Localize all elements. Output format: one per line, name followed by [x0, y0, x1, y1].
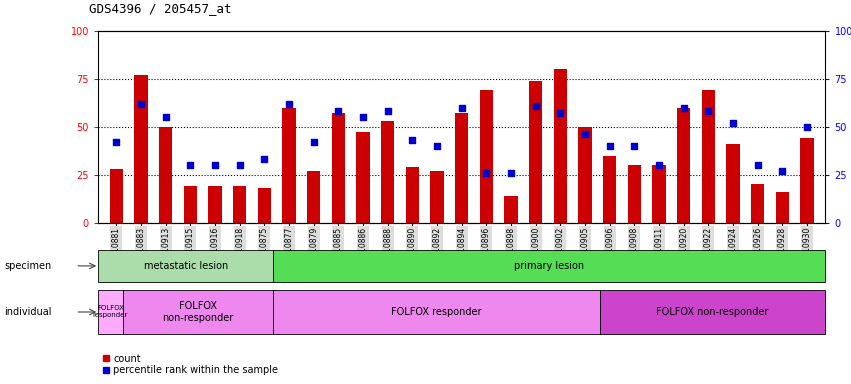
Bar [431, 171, 443, 223]
Text: individual: individual [4, 307, 52, 317]
Text: FOLFOX
responder: FOLFOX responder [93, 306, 128, 318]
Bar [406, 167, 420, 223]
Point [431, 143, 444, 149]
Point [751, 162, 764, 168]
Bar [528, 81, 542, 223]
Point [159, 114, 173, 120]
Bar [332, 113, 346, 223]
Text: metastatic lesion: metastatic lesion [144, 261, 228, 271]
Point [357, 114, 370, 120]
Bar [357, 132, 370, 223]
Point [701, 108, 715, 114]
Point [332, 108, 346, 114]
Bar [775, 192, 789, 223]
Text: primary lesion: primary lesion [514, 261, 585, 271]
Bar [603, 156, 616, 223]
Point [479, 170, 493, 176]
Point [454, 104, 468, 111]
Bar [751, 184, 764, 223]
Text: FOLFOX responder: FOLFOX responder [391, 307, 482, 317]
Point [652, 162, 665, 168]
Bar [258, 188, 271, 223]
Bar [504, 196, 517, 223]
Bar [701, 90, 715, 223]
Point [627, 143, 641, 149]
Point [184, 162, 197, 168]
Point [134, 101, 148, 107]
Point [208, 162, 222, 168]
Point [553, 110, 567, 116]
Point [381, 108, 395, 114]
Bar [578, 127, 591, 223]
Bar [652, 165, 665, 223]
Point [233, 162, 247, 168]
Point [775, 168, 789, 174]
Point [504, 170, 517, 176]
Bar [134, 75, 148, 223]
Bar [98, 290, 123, 334]
Bar [307, 171, 321, 223]
Point [258, 156, 271, 162]
Point [800, 124, 814, 130]
Bar [627, 165, 641, 223]
Bar [726, 144, 740, 223]
Bar [283, 108, 296, 223]
Point [677, 104, 690, 111]
Bar [98, 250, 273, 282]
Point [603, 143, 616, 149]
Point [726, 120, 740, 126]
Text: GDS4396 / 205457_at: GDS4396 / 205457_at [89, 2, 231, 15]
Bar [123, 290, 273, 334]
Bar [159, 127, 173, 223]
Point [307, 139, 321, 145]
Bar [110, 169, 123, 223]
Point [528, 103, 542, 109]
Text: FOLFOX non-responder: FOLFOX non-responder [656, 307, 768, 317]
Bar [677, 108, 690, 223]
Bar [273, 250, 825, 282]
Legend: count, percentile rank within the sample: count, percentile rank within the sample [99, 350, 282, 379]
Bar [480, 90, 493, 223]
Text: FOLFOX
non-responder: FOLFOX non-responder [163, 301, 234, 323]
Bar [553, 69, 567, 223]
Bar [381, 121, 395, 223]
Point [578, 131, 591, 137]
Bar [184, 186, 197, 223]
Point [283, 101, 296, 107]
Bar [800, 138, 814, 223]
Bar [273, 290, 600, 334]
Text: specimen: specimen [4, 261, 52, 271]
Point [110, 139, 123, 145]
Bar [455, 113, 468, 223]
Bar [600, 290, 825, 334]
Bar [233, 186, 247, 223]
Bar [208, 186, 222, 223]
Point [406, 137, 420, 143]
